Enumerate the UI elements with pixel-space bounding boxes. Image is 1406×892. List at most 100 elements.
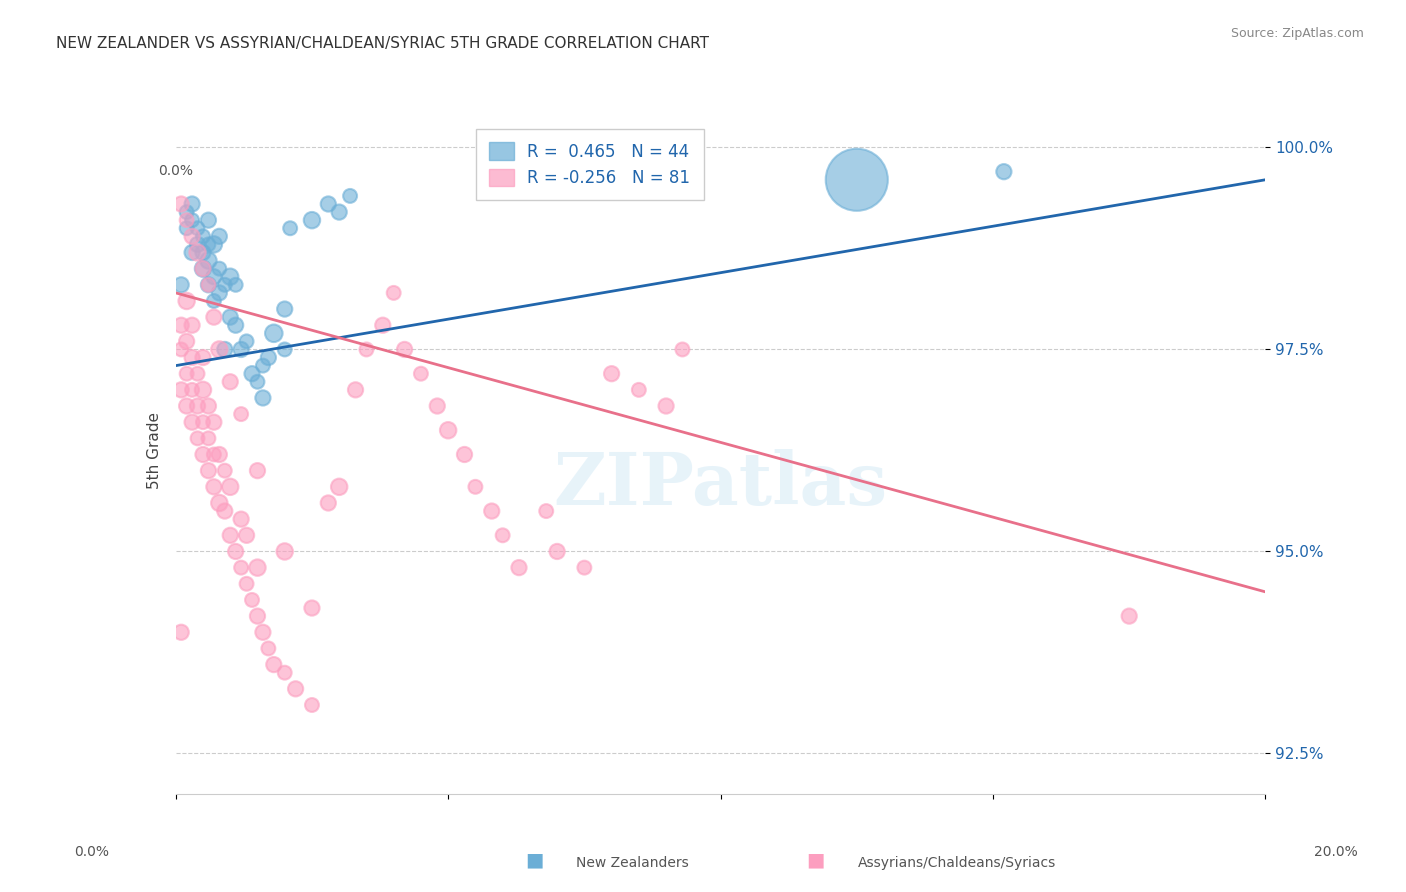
Point bbox=[1118, 609, 1140, 624]
Point bbox=[197, 213, 219, 227]
Point bbox=[202, 415, 225, 429]
Point bbox=[231, 343, 253, 357]
Point bbox=[225, 277, 247, 292]
Point bbox=[252, 625, 274, 640]
Point bbox=[191, 415, 214, 429]
Point bbox=[274, 301, 297, 316]
Point bbox=[546, 544, 568, 558]
Point bbox=[170, 625, 193, 640]
Point bbox=[202, 293, 225, 308]
Text: New Zealanders: New Zealanders bbox=[576, 855, 689, 870]
Point bbox=[508, 560, 530, 574]
Point bbox=[208, 343, 231, 357]
Point bbox=[214, 277, 236, 292]
Point bbox=[219, 375, 242, 389]
Point bbox=[231, 407, 253, 421]
Point bbox=[176, 293, 198, 308]
Point bbox=[181, 245, 204, 260]
Point bbox=[170, 197, 193, 211]
Point bbox=[181, 229, 204, 244]
Point bbox=[318, 496, 340, 510]
Point bbox=[225, 318, 247, 333]
Point bbox=[197, 399, 219, 413]
Point bbox=[371, 318, 394, 333]
Point bbox=[301, 601, 323, 615]
Point bbox=[186, 399, 209, 413]
Point bbox=[176, 213, 198, 227]
Point bbox=[191, 383, 214, 397]
Point bbox=[202, 269, 225, 284]
Point bbox=[170, 343, 193, 357]
Point bbox=[176, 399, 198, 413]
Point bbox=[176, 367, 198, 381]
Point bbox=[600, 367, 623, 381]
Point bbox=[176, 205, 198, 219]
Point bbox=[274, 544, 297, 558]
Point bbox=[464, 480, 486, 494]
Point bbox=[197, 237, 219, 252]
Point bbox=[202, 310, 225, 325]
Point bbox=[186, 367, 209, 381]
Text: ZIPatlas: ZIPatlas bbox=[554, 450, 887, 520]
Legend: R =  0.465   N = 44, R = -0.256   N = 81: R = 0.465 N = 44, R = -0.256 N = 81 bbox=[475, 129, 704, 201]
Text: ■: ■ bbox=[806, 851, 825, 870]
Point bbox=[845, 173, 868, 187]
Point bbox=[993, 164, 1015, 178]
Text: 0.0%: 0.0% bbox=[75, 846, 108, 859]
Point bbox=[274, 665, 297, 680]
Point bbox=[328, 480, 350, 494]
Point bbox=[492, 528, 515, 542]
Point bbox=[257, 351, 280, 365]
Point bbox=[409, 367, 432, 381]
Point bbox=[170, 318, 193, 333]
Point bbox=[219, 480, 242, 494]
Point bbox=[318, 197, 340, 211]
Point bbox=[186, 245, 209, 260]
Point bbox=[208, 261, 231, 276]
Point bbox=[437, 423, 460, 437]
Point bbox=[246, 375, 269, 389]
Point bbox=[257, 641, 280, 656]
Point bbox=[214, 464, 236, 478]
Point bbox=[235, 334, 257, 349]
Text: 0.0%: 0.0% bbox=[159, 164, 193, 178]
Point bbox=[202, 237, 225, 252]
Point bbox=[453, 448, 475, 462]
Point bbox=[176, 221, 198, 235]
Point bbox=[181, 415, 204, 429]
Point bbox=[252, 359, 274, 373]
Point bbox=[181, 383, 204, 397]
Point bbox=[219, 269, 242, 284]
Point bbox=[214, 504, 236, 518]
Point bbox=[181, 197, 204, 211]
Point bbox=[284, 681, 307, 696]
Text: NEW ZEALANDER VS ASSYRIAN/CHALDEAN/SYRIAC 5TH GRADE CORRELATION CHART: NEW ZEALANDER VS ASSYRIAN/CHALDEAN/SYRIA… bbox=[56, 36, 709, 51]
Point bbox=[208, 229, 231, 244]
Point bbox=[197, 277, 219, 292]
Text: 20.0%: 20.0% bbox=[1313, 846, 1358, 859]
Point bbox=[191, 448, 214, 462]
Point bbox=[627, 383, 650, 397]
Point bbox=[186, 431, 209, 445]
Point bbox=[197, 464, 219, 478]
Point bbox=[356, 343, 378, 357]
Point bbox=[246, 609, 269, 624]
Point bbox=[534, 504, 557, 518]
Point bbox=[263, 657, 285, 672]
Point bbox=[191, 351, 214, 365]
Point bbox=[170, 277, 193, 292]
Point bbox=[219, 310, 242, 325]
Point bbox=[231, 512, 253, 526]
Point bbox=[328, 205, 350, 219]
Point bbox=[214, 343, 236, 357]
Point bbox=[246, 464, 269, 478]
Point bbox=[235, 528, 257, 542]
Point bbox=[655, 399, 678, 413]
Point bbox=[394, 343, 416, 357]
Point bbox=[339, 189, 361, 203]
Point bbox=[246, 560, 269, 574]
Point bbox=[274, 343, 297, 357]
Text: Source: ZipAtlas.com: Source: ZipAtlas.com bbox=[1230, 27, 1364, 40]
Point bbox=[231, 560, 253, 574]
Point bbox=[344, 383, 367, 397]
